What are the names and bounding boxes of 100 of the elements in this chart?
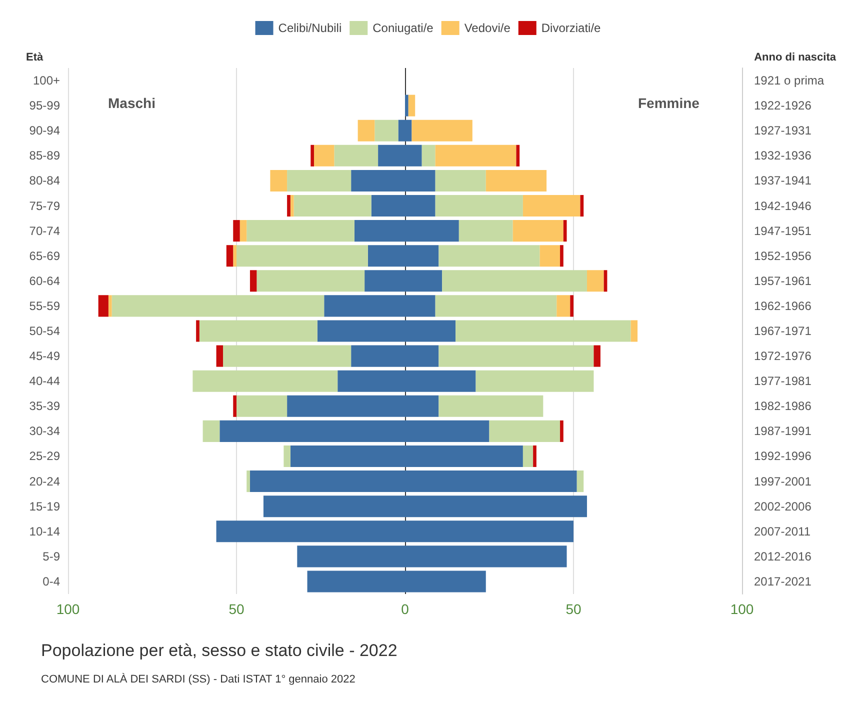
bar — [422, 144, 436, 166]
text: Popolazione per età, sesso e stato civile - 2022 — [41, 641, 398, 660]
bar — [580, 194, 584, 217]
bar — [435, 295, 557, 317]
bar — [294, 194, 372, 217]
x-tick-label: 100 — [730, 601, 754, 617]
bar — [405, 94, 408, 116]
bar — [98, 295, 108, 317]
bar — [456, 320, 631, 342]
bar — [522, 445, 534, 468]
y-tick-label: 90-94 — [29, 124, 60, 138]
x-tick-label: 0 — [401, 601, 410, 617]
y2-tick-label: 1942-1946 — [754, 198, 812, 213]
y-tick-label: 5-9 — [42, 549, 60, 564]
bar — [563, 220, 567, 242]
y2-tick-label: 1972-1976 — [754, 349, 812, 364]
bar — [270, 170, 288, 192]
bar — [516, 144, 520, 166]
y-tick-label: 95-99 — [29, 98, 60, 113]
bar — [586, 270, 604, 292]
bar — [438, 395, 544, 417]
text: COMUNE DI ALÀ DEI SARDI (SS) - Dati ISTAT 1° gennaio 2022 — [41, 672, 356, 686]
y-tick-label: 30-34 — [29, 424, 60, 438]
y2-tick-label: 1992-1996 — [754, 449, 812, 464]
legend-label: Coniugati/e — [372, 21, 434, 35]
bar — [435, 170, 486, 192]
bar — [556, 295, 570, 317]
bar — [112, 295, 324, 317]
bar — [256, 270, 365, 292]
y-tick-label: 0-4 — [42, 574, 60, 588]
bar — [108, 295, 112, 317]
bar — [216, 345, 224, 367]
y2-tick-label: 1932-1936 — [754, 148, 812, 163]
y-tick-label: 100+ — [32, 74, 60, 88]
bar — [630, 320, 638, 342]
bar — [435, 144, 516, 166]
y-tick-label: 60-64 — [29, 274, 60, 288]
bar — [570, 295, 574, 317]
bar — [240, 220, 247, 242]
y-tick-label: 15-19 — [29, 499, 60, 514]
bar — [287, 194, 290, 217]
bar — [199, 320, 318, 342]
x-tick-label: 50 — [228, 601, 244, 617]
bar — [458, 220, 513, 242]
y2-tick-label: 1987-1991 — [754, 424, 812, 438]
y2-tick-label: 2007-2011 — [754, 524, 811, 538]
bar — [236, 245, 368, 267]
bar — [314, 144, 334, 166]
annotation: Maschi — [108, 95, 156, 111]
bar — [192, 370, 338, 392]
y-tick-label: 85-89 — [29, 148, 60, 163]
y-tick-label: 10-14 — [29, 524, 60, 538]
y-tick-label: 40-44 — [29, 374, 60, 388]
y2-axis-title: Anno di nascita — [754, 52, 837, 64]
bar — [233, 245, 236, 267]
y2-tick-label: 1977-1981 — [754, 374, 812, 388]
bar — [576, 470, 584, 492]
y-tick-label: 55-59 — [29, 298, 60, 313]
bar — [438, 245, 540, 267]
bar — [486, 170, 547, 192]
bar — [533, 445, 536, 468]
bar — [560, 245, 564, 267]
bar — [512, 220, 564, 242]
y-tick-label: 45-49 — [29, 349, 60, 364]
y2-tick-label: 1962-1966 — [754, 298, 812, 313]
y2-tick-label: 1922-1926 — [754, 98, 812, 113]
bar — [522, 194, 580, 217]
bar — [284, 445, 290, 468]
y-tick-label: 35-39 — [29, 399, 60, 414]
y2-tick-label: 1982-1986 — [754, 399, 812, 414]
y2-tick-label: 1927-1931 — [754, 124, 812, 138]
bar — [236, 395, 288, 417]
annotation: Femmine — [638, 95, 700, 111]
y-tick-label: 75-79 — [29, 198, 60, 213]
y-tick-label: 20-24 — [29, 474, 60, 488]
bar — [540, 245, 560, 267]
y2-tick-label: 1957-1961 — [754, 274, 812, 288]
bar — [250, 270, 257, 292]
bar — [438, 345, 594, 367]
bar — [233, 395, 236, 417]
bar — [560, 420, 564, 442]
y2-tick-label: 1967-1971 — [754, 324, 812, 338]
y-axis-title: Età — [26, 52, 44, 64]
x-tick-label: 50 — [566, 601, 582, 617]
y2-tick-label: 1947-1951 — [754, 224, 812, 238]
bar — [408, 94, 416, 116]
legend-label: Vedovi/e — [464, 21, 511, 35]
bar — [412, 120, 472, 142]
bar — [196, 320, 200, 342]
y-tick-label: 70-74 — [29, 224, 60, 238]
bar — [223, 345, 352, 367]
y2-tick-label: 2017-2021 — [754, 574, 812, 588]
y2-tick-label: 1997-2001 — [754, 474, 812, 488]
legend-label: Celibi/Nubili — [278, 21, 342, 35]
y2-tick-label: 1921 o prima — [754, 74, 824, 88]
y2-tick-label: 2002-2006 — [754, 499, 812, 514]
bar — [226, 245, 234, 267]
bar — [246, 220, 354, 242]
bar — [435, 194, 523, 217]
bar — [334, 144, 378, 166]
